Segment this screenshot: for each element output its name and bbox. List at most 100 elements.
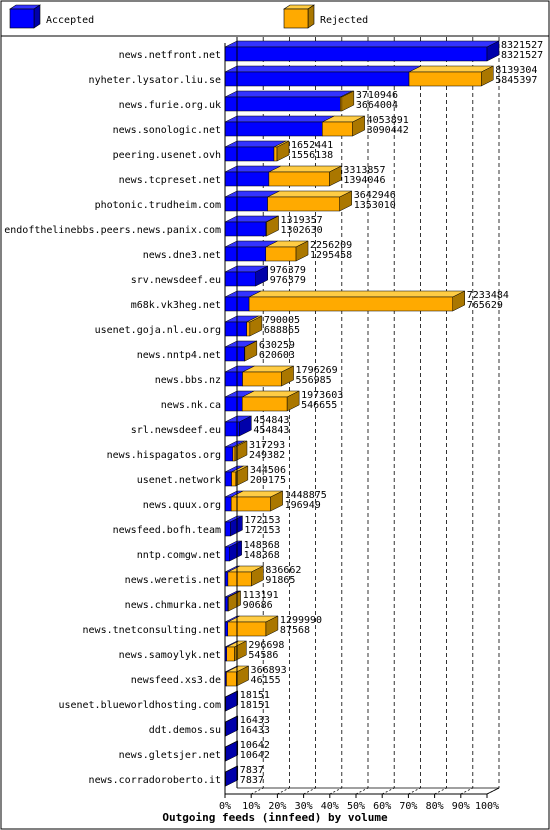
offered-value-label: 454843 bbox=[253, 415, 289, 426]
accepted-value-label: 209175 bbox=[250, 475, 286, 486]
bar-rejected-side bbox=[481, 65, 494, 87]
x-tick-label: 90% bbox=[452, 801, 470, 812]
bar-accepted-side bbox=[230, 515, 243, 537]
accepted-value-label: 249382 bbox=[249, 450, 285, 461]
bar-rejected-side bbox=[265, 615, 279, 637]
bar-rejected bbox=[246, 321, 251, 337]
host-label: news.tnetconsulting.net bbox=[83, 625, 221, 636]
host-label: news.samoylyk.net bbox=[119, 650, 221, 661]
bar-rejected bbox=[267, 196, 340, 212]
host-label: m68k.vk3heg.net bbox=[131, 300, 221, 311]
chart-title: Outgoing feeds (innfeed) by volume bbox=[162, 811, 388, 824]
offered-value-label: 16433 bbox=[240, 715, 270, 726]
accepted-value-label: 3664004 bbox=[356, 100, 398, 111]
host-label: endofthelinebbs.peers.news.panix.com bbox=[4, 225, 221, 236]
x-tick-label: 10% bbox=[242, 801, 260, 812]
host-label: usenet.blueworldhosting.com bbox=[58, 700, 221, 711]
bar-accepted-top bbox=[224, 115, 335, 123]
host-label: news.weretis.net bbox=[125, 575, 221, 586]
accepted-value-label: 1295458 bbox=[310, 250, 352, 261]
x-axis: 0% 10% 20% 30% 40% 50% 60% 70% 80% 90% 100% bbox=[219, 37, 500, 812]
offered-value-label: 1319357 bbox=[281, 215, 323, 226]
bar-rejected-side bbox=[249, 315, 263, 337]
bar-rejected-top bbox=[267, 190, 352, 198]
offered-value-label: 7233484 bbox=[467, 290, 509, 301]
bar-accepted bbox=[224, 271, 256, 287]
bar-rejected-side bbox=[339, 190, 352, 212]
bar-rejected bbox=[227, 621, 267, 637]
bar-accepted bbox=[224, 396, 243, 412]
x-axis-end-line bbox=[486, 787, 500, 795]
offered-value-label: 1973603 bbox=[301, 390, 343, 401]
host-label: srl.newsdeef.eu bbox=[131, 425, 221, 436]
bar-rejected bbox=[322, 121, 353, 137]
bar-accepted-side bbox=[229, 540, 242, 562]
bar-rejected bbox=[227, 571, 252, 587]
bar-accepted bbox=[224, 471, 232, 487]
accepted-value-label: 46155 bbox=[251, 675, 281, 686]
offered-value-label: 1448875 bbox=[285, 490, 327, 501]
bar-rejected-side bbox=[341, 90, 355, 112]
accepted-value-label: 454843 bbox=[253, 425, 289, 436]
legend: Accepted Rejected bbox=[9, 4, 368, 29]
x-tick-label: 0% bbox=[219, 801, 231, 812]
host-label: news.gletsjer.net bbox=[119, 750, 221, 761]
accepted-value-label: 5845397 bbox=[495, 75, 537, 86]
bar-accepted bbox=[224, 46, 488, 62]
bar-rejected-top bbox=[268, 165, 342, 173]
host-label: ddt.demos.su bbox=[149, 725, 221, 736]
bar-rejected bbox=[226, 671, 237, 687]
offered-value-label: 1796269 bbox=[296, 365, 338, 376]
offered-value-label: 10642 bbox=[240, 740, 270, 751]
accepted-value-label: 1394046 bbox=[343, 175, 385, 186]
accepted-value-label: 196949 bbox=[285, 500, 321, 511]
bar-rejected bbox=[268, 171, 330, 187]
x-tick-label: 100% bbox=[475, 801, 499, 812]
bar-rejected-side bbox=[235, 465, 249, 487]
bar-accepted-top bbox=[224, 90, 353, 98]
bar-rejected bbox=[231, 471, 237, 487]
bar-rejected bbox=[242, 371, 282, 387]
accepted-value-label: 54586 bbox=[248, 650, 278, 661]
offered-value-label: 2256209 bbox=[310, 240, 352, 251]
accepted-value-label: 172153 bbox=[244, 525, 280, 536]
accepted-value-label: 556985 bbox=[296, 375, 332, 386]
bar-accepted bbox=[224, 146, 275, 162]
bar-rejected bbox=[265, 246, 297, 262]
host-label: news.hispagatos.org bbox=[107, 450, 221, 461]
legend-accepted-label: Accepted bbox=[46, 15, 94, 26]
offered-value-label: 3313857 bbox=[343, 165, 385, 176]
bar-rejected bbox=[232, 446, 236, 462]
host-label: news.chmurka.net bbox=[125, 600, 221, 611]
legend-accepted-swatch-side bbox=[33, 4, 41, 29]
accepted-value-label: 10642 bbox=[240, 750, 270, 761]
offered-value-label: 790005 bbox=[264, 315, 300, 326]
bar-rejected-side bbox=[234, 440, 248, 462]
host-label: news.nk.ca bbox=[161, 400, 221, 411]
host-label: news.nntp4.net bbox=[137, 350, 221, 361]
offered-value-label: 1652441 bbox=[291, 140, 333, 151]
offered-value-label: 1299990 bbox=[280, 615, 322, 626]
bar-rejected-side bbox=[286, 390, 300, 412]
offered-value-label: 148368 bbox=[244, 540, 280, 551]
host-label: news.bbs.nz bbox=[155, 375, 221, 386]
x-tick-label: 40% bbox=[321, 801, 339, 812]
bar-accepted bbox=[224, 171, 270, 187]
offered-value-label: 18151 bbox=[240, 690, 270, 701]
bar-rejected-top bbox=[408, 65, 494, 73]
bar-rejected-side bbox=[452, 290, 465, 312]
host-label: news.corradoroberto.it bbox=[89, 775, 221, 786]
legend-rejected-swatch bbox=[283, 8, 309, 29]
bar-accepted bbox=[224, 521, 231, 537]
bar-accepted bbox=[224, 196, 268, 212]
accepted-value-label: 3090442 bbox=[367, 125, 409, 136]
host-label: news.quux.org bbox=[143, 500, 221, 511]
